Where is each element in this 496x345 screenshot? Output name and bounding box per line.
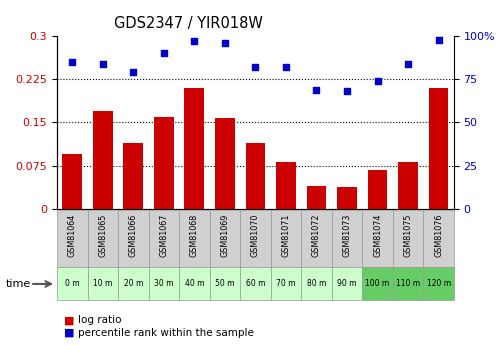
Bar (185, 88, 204, 209)
Bar (368, 170, 387, 209)
Point (129, 70, 137, 75)
Text: GDS2347 / YIR018W: GDS2347 / YIR018W (114, 16, 263, 30)
Bar (429, 88, 448, 209)
Text: 10 m: 10 m (93, 279, 113, 288)
Point (99, 61, 107, 67)
Text: GSM81065: GSM81065 (98, 214, 107, 257)
Text: 20 m: 20 m (124, 279, 143, 288)
Text: log ratio: log ratio (78, 315, 122, 325)
Point (68, 59, 76, 65)
Point (282, 65, 290, 70)
Bar (276, 161, 296, 209)
Bar (246, 142, 265, 209)
Point (251, 65, 259, 70)
Bar (124, 142, 143, 209)
Bar (118, 210, 149, 267)
Bar (240, 267, 271, 300)
Text: 60 m: 60 m (246, 279, 265, 288)
Bar (118, 267, 149, 300)
Text: GSM81073: GSM81073 (343, 214, 352, 257)
Text: 70 m: 70 m (276, 279, 296, 288)
Text: GSM81067: GSM81067 (159, 214, 168, 257)
Bar (362, 210, 393, 267)
Bar (301, 267, 332, 300)
Bar (240, 210, 271, 267)
Text: GSM81064: GSM81064 (68, 214, 77, 257)
Text: 0 m: 0 m (65, 279, 80, 288)
Text: 30 m: 30 m (154, 279, 174, 288)
Text: 40 m: 40 m (185, 279, 204, 288)
Bar (423, 210, 454, 267)
Text: 50 m: 50 m (215, 279, 235, 288)
Bar (88, 267, 118, 300)
Text: GSM81068: GSM81068 (190, 214, 199, 257)
Text: 120 m: 120 m (427, 279, 451, 288)
Bar (154, 117, 174, 209)
Text: GSM81070: GSM81070 (251, 214, 260, 257)
Bar (179, 267, 210, 300)
Text: percentile rank within the sample: percentile rank within the sample (78, 328, 254, 338)
Bar (362, 267, 393, 300)
Bar (210, 267, 240, 300)
Text: 90 m: 90 m (337, 279, 357, 288)
Bar (398, 161, 418, 209)
Bar (301, 210, 332, 267)
Point (221, 40, 229, 46)
Text: GSM81076: GSM81076 (434, 214, 443, 257)
Text: 80 m: 80 m (307, 279, 326, 288)
Text: GSM81074: GSM81074 (373, 214, 382, 257)
Text: 100 m: 100 m (366, 279, 390, 288)
Bar (149, 210, 179, 267)
Text: GSM81075: GSM81075 (404, 214, 413, 257)
Bar (57, 267, 88, 300)
Point (373, 78, 381, 84)
Bar (210, 210, 240, 267)
Bar (149, 267, 179, 300)
Bar (271, 267, 301, 300)
Text: GSM81071: GSM81071 (281, 214, 291, 257)
Bar (423, 267, 454, 300)
Text: ■: ■ (64, 315, 75, 325)
Point (160, 51, 168, 56)
Bar (332, 267, 362, 300)
Bar (332, 210, 362, 267)
Point (434, 37, 442, 42)
Point (404, 61, 412, 67)
Bar (93, 111, 113, 209)
Bar (88, 210, 118, 267)
Point (343, 89, 351, 94)
Bar (215, 118, 235, 209)
Text: GSM81072: GSM81072 (312, 214, 321, 257)
Bar (307, 186, 326, 209)
Bar (393, 210, 423, 267)
Text: GSM81069: GSM81069 (220, 214, 230, 257)
Bar (271, 210, 301, 267)
Bar (62, 154, 82, 209)
Point (312, 87, 320, 92)
Text: ■: ■ (64, 328, 75, 338)
Text: GSM81066: GSM81066 (129, 214, 138, 257)
Bar (57, 210, 88, 267)
Bar (393, 267, 423, 300)
Point (190, 39, 198, 44)
Bar (179, 210, 210, 267)
Text: time: time (6, 279, 31, 288)
Text: 110 m: 110 m (396, 279, 420, 288)
Bar (337, 187, 357, 209)
